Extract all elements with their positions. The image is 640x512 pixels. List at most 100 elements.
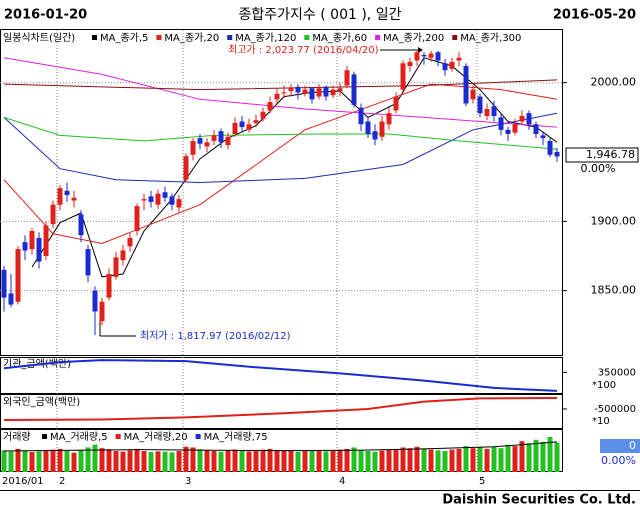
y-tick-label: 1850.00 (591, 284, 637, 297)
candle-body (547, 140, 553, 155)
candle-body (162, 192, 168, 198)
candle-body (204, 142, 210, 147)
volume-bar (288, 451, 294, 472)
institution-scale: *100 (592, 380, 616, 391)
volume-bar (498, 448, 504, 472)
candle-body (267, 102, 273, 111)
candle-body (120, 250, 126, 261)
x-tick-label: 2016/01 (2, 476, 44, 487)
volume-bar (211, 451, 217, 472)
low-annotation: 최저가 : 1,817.97 (2016/02/12) (140, 330, 291, 342)
candle-body (554, 152, 560, 157)
volume-bar (379, 450, 385, 472)
volume-bar (148, 452, 154, 472)
candle-body (498, 117, 504, 130)
candle-body (512, 124, 518, 133)
volume-bar (43, 450, 49, 472)
candle-body (463, 66, 469, 104)
legend-label: MA_종가,200 (383, 32, 444, 44)
legend-label: MA_종가,300 (460, 32, 521, 44)
volume-bar (141, 451, 147, 472)
volume-bar (337, 449, 343, 472)
volume-bar (421, 448, 427, 472)
footer: Daishin Securities Co. Ltd. (442, 493, 636, 508)
candle-body (71, 197, 77, 201)
candle-body (302, 89, 308, 94)
volume-bar (120, 451, 126, 472)
chart-title: 종합주가지수 ( 001 ), 일간 (239, 7, 402, 23)
candle-body (43, 225, 49, 257)
volume-bar (281, 450, 287, 472)
volume-bar (330, 449, 336, 472)
volume-bar (316, 450, 322, 472)
volume-bar (204, 450, 210, 472)
institution-line (3, 359, 558, 392)
volume-box-change: 0.00% (601, 454, 636, 467)
candle-body (491, 106, 497, 116)
volume-bar (484, 448, 490, 472)
candle-body (50, 204, 56, 225)
candle-body (197, 138, 203, 144)
candle-body (29, 231, 35, 250)
candle-body (428, 53, 434, 58)
candle-body (183, 156, 189, 180)
volume-bar (99, 448, 105, 472)
legend-label: MA_거래량,20 (124, 431, 188, 443)
volume-bar (386, 449, 392, 472)
volume-bar (344, 448, 350, 472)
volume-bar (127, 450, 133, 472)
volume-bar (57, 448, 63, 472)
legend-label: MA_종가,20 (164, 32, 219, 44)
candle-body (232, 122, 238, 134)
volume-bar (71, 452, 77, 472)
volume-title: 거래량 (3, 431, 31, 443)
volume-bar (162, 451, 168, 472)
legend-label: MA_거래량,5 (50, 431, 108, 443)
candle-body (36, 237, 42, 262)
candle-body (470, 89, 476, 100)
volume-bar (393, 448, 399, 472)
candle-body (379, 121, 385, 137)
candle-body (22, 242, 28, 251)
candle-body (456, 57, 462, 61)
candle-body (358, 107, 364, 125)
candle-body (477, 96, 483, 114)
volume-bar (519, 441, 525, 472)
candle-body (64, 190, 70, 195)
volume-bar (197, 449, 203, 472)
candle-body (141, 199, 147, 201)
volume-bar (85, 447, 91, 472)
legend-label: MA_종가,5 (100, 32, 148, 44)
candle-body (99, 301, 105, 322)
legend-label: MA_종가,60 (312, 32, 367, 44)
candle-body (92, 290, 98, 312)
volume-bar (554, 442, 560, 472)
candle-body (246, 124, 252, 130)
candle-body (540, 135, 546, 139)
candle-body (323, 86, 329, 97)
last-price-box (565, 147, 639, 163)
foreign-scale: *10 (592, 416, 610, 427)
volume-bar (351, 447, 357, 472)
volume-bar (309, 451, 315, 472)
x-tick-label: 5 (479, 476, 485, 487)
legend-label: MA_종가,120 (235, 32, 296, 44)
foreign-line (3, 397, 558, 421)
candle-body (442, 63, 448, 71)
ma-line (3, 112, 558, 184)
foreign-title: 외국인_금액(백만) (3, 396, 80, 408)
volume-bar (106, 449, 112, 472)
candle-body (288, 88, 294, 92)
volume-bar (274, 449, 280, 472)
volume-bar (428, 449, 434, 472)
legend-swatch (304, 35, 310, 40)
legend-swatch (227, 35, 233, 40)
volume-bar (225, 450, 231, 472)
volume-bar (22, 451, 28, 472)
candle-body (407, 61, 413, 67)
y-tick-label: -500000 (594, 404, 636, 415)
candle-body (337, 88, 343, 92)
candle-body (281, 92, 287, 94)
volume-bar (302, 450, 308, 472)
